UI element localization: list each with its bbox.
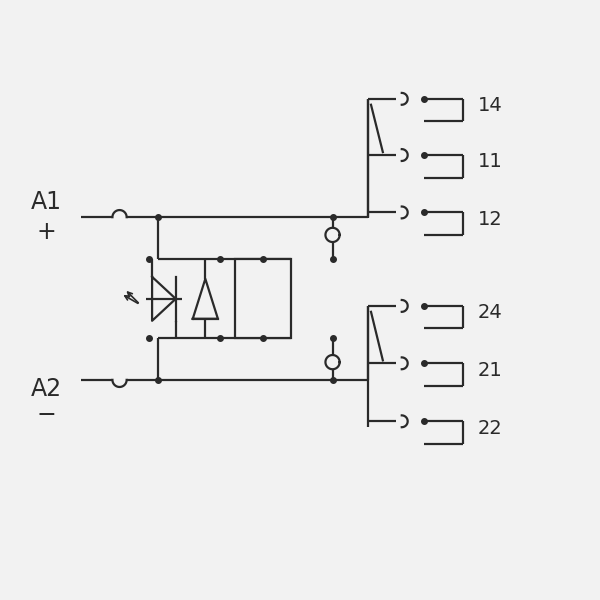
Text: 14: 14 bbox=[478, 96, 502, 115]
Bar bbox=[235, 259, 291, 338]
Text: 12: 12 bbox=[478, 209, 502, 229]
Text: +: + bbox=[37, 220, 56, 244]
Text: 24: 24 bbox=[478, 303, 502, 322]
Text: 21: 21 bbox=[478, 361, 502, 380]
Text: A1: A1 bbox=[31, 190, 62, 214]
Text: 22: 22 bbox=[478, 419, 502, 437]
Text: −: − bbox=[37, 403, 56, 427]
Text: 11: 11 bbox=[478, 152, 502, 171]
Text: A2: A2 bbox=[31, 377, 62, 401]
